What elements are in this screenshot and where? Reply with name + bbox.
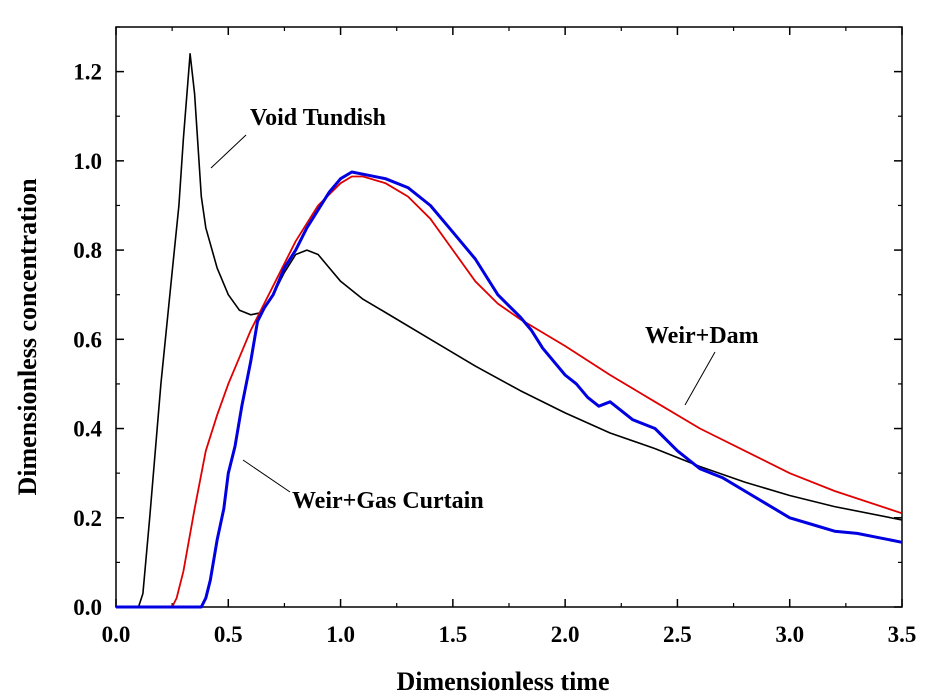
x-tick-label: 3.0 — [775, 622, 804, 647]
annotation-void-tundish: Void Tundish — [250, 105, 386, 131]
void-tundish-leader — [210, 134, 247, 169]
weir-dam-leader — [684, 351, 716, 406]
y-tick-label: 0.2 — [73, 506, 102, 531]
y-tick-label: 1.2 — [73, 60, 102, 85]
y-tick-label: 1.0 — [73, 149, 102, 174]
x-tick-label: 2.0 — [551, 622, 580, 647]
y-axis-title: Dimensionless concentration — [13, 178, 42, 496]
series-line-weir-gas-curtain — [116, 170, 903, 609]
series-line-weir-dam — [116, 175, 903, 608]
series-line-void-tundish — [116, 53, 903, 608]
series-lines — [116, 53, 903, 609]
plot-frame — [115, 26, 903, 608]
y-tick-label: 0.0 — [73, 595, 102, 620]
y-tick-label: 0.4 — [73, 417, 102, 442]
y-tick-label: 0.6 — [73, 327, 102, 352]
x-tick-label: 1.0 — [326, 622, 355, 647]
weir-gas-curtain-leader — [242, 459, 291, 493]
x-tick-label: 0.5 — [214, 622, 243, 647]
x-axis-title: Dimensionless time — [396, 667, 609, 696]
x-tick-label: 3.5 — [888, 622, 917, 647]
y-tick-label: 0.8 — [73, 238, 102, 263]
x-tick-label: 2.5 — [663, 622, 692, 647]
axis-ticks: 0.0 0.5 1.0 1.5 2.0 2.5 3.0 3.5 0.0 0.2 0.4 0.6 0.8 1… — [73, 26, 917, 647]
annotation-weir-dam: Weir+Dam — [645, 323, 759, 349]
x-tick-label: 0.0 — [102, 622, 131, 647]
x-tick-label: 1.5 — [438, 622, 467, 647]
annotation-weir-gas-curtain: Weir+Gas Curtain — [292, 488, 484, 514]
